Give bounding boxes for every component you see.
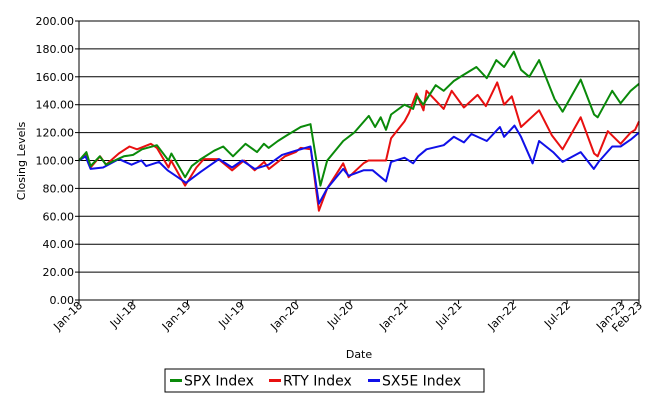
y-tick-label: 60.00 (43, 210, 75, 223)
x-tick-label: Jan-20 (268, 299, 303, 334)
x-tick-label: Jul-21 (433, 299, 465, 331)
x-tick-label: Jan-21 (376, 299, 411, 334)
y-tick-label: 80.00 (43, 182, 75, 195)
legend-label: RTY Index (283, 374, 352, 390)
grid-lines (79, 20, 639, 301)
y-tick-label: 0.00 (50, 294, 75, 307)
y-tick-label: 100.00 (36, 155, 75, 168)
x-axis-ticks: Jan-18 Jul-18 Jan-19 Jul-19 Jan-20 Jul-20 Jan-… (51, 299, 646, 335)
series-line-sx5e-index (78, 124, 640, 205)
y-tick-label: 120.00 (36, 127, 75, 140)
series-line-rty-index (78, 81, 640, 212)
x-tick-label: Jan-19 (159, 299, 194, 334)
legend-label: SX5E Index (382, 374, 461, 390)
legend-label: SPX Index (184, 374, 254, 390)
series-lines (78, 50, 640, 212)
legend-box (164, 368, 485, 393)
x-tick-label: Jul-20 (324, 299, 356, 331)
y-tick-label: 140.00 (36, 99, 75, 112)
y-axis-ticks: 0.00 20.00 40.00 60.00 80.00 100.00 120.00 140.… (36, 15, 79, 307)
x-tick-label: Jul-22 (541, 299, 573, 331)
series-line-spx-index (78, 50, 640, 187)
y-axis-title: Closing Levels (15, 122, 28, 201)
x-axis-title: Date (346, 348, 373, 361)
x-tick-label: Jul-19 (215, 299, 247, 331)
x-tick-label: Jul-18 (107, 299, 139, 331)
y-tick-label: 200.00 (36, 15, 75, 28)
y-tick-label: 20.00 (43, 266, 75, 279)
legend: SPX Index RTY Index SX5E Index (164, 368, 485, 393)
x-tick-label: Jan-22 (485, 299, 520, 334)
y-tick-label: 40.00 (43, 238, 75, 251)
y-tick-label: 180.00 (36, 43, 75, 56)
y-tick-label: 160.00 (36, 71, 75, 84)
